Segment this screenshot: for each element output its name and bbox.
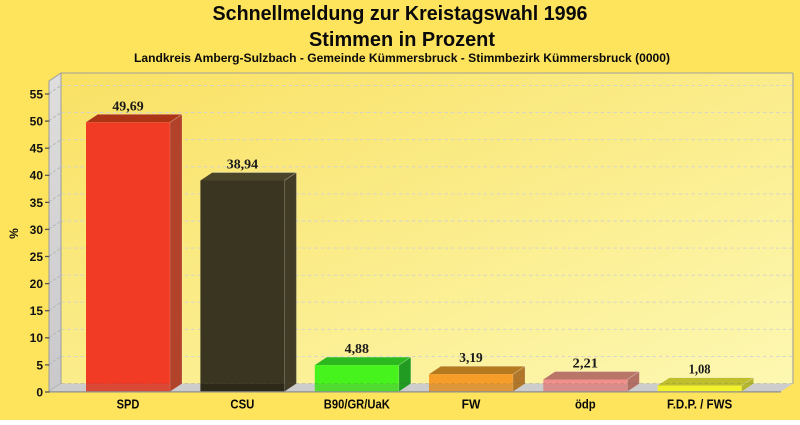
svg-text:38,94: 38,94 (227, 158, 258, 173)
svg-text:3,19: 3,19 (459, 351, 483, 366)
svg-text:SPD: SPD (117, 397, 140, 412)
svg-text:4,88: 4,88 (345, 342, 369, 357)
svg-text:55: 55 (30, 87, 44, 101)
svg-text:25: 25 (30, 250, 44, 264)
svg-text:1,08: 1,08 (689, 363, 711, 378)
svg-text:45: 45 (30, 142, 44, 156)
svg-text:10: 10 (30, 331, 44, 345)
svg-text:15: 15 (30, 304, 44, 318)
svg-text:5: 5 (36, 358, 43, 372)
svg-text:20: 20 (30, 277, 44, 291)
svg-text:%: % (7, 228, 21, 239)
svg-text:CSU: CSU (230, 397, 254, 412)
svg-text:50: 50 (30, 115, 44, 129)
svg-text:30: 30 (30, 223, 44, 237)
svg-text:2,21: 2,21 (573, 357, 599, 372)
svg-text:FW: FW (462, 397, 481, 412)
svg-text:Schnellmeldung zur Kreistagswa: Schnellmeldung zur Kreistagswahl 1996 (213, 3, 588, 25)
svg-text:0: 0 (36, 385, 43, 399)
svg-text:40: 40 (30, 169, 44, 183)
svg-text:B90/GR/UaK: B90/GR/UaK (324, 397, 391, 412)
svg-text:Stimmen in Prozent: Stimmen in Prozent (309, 29, 495, 51)
svg-text:Landkreis Amberg-Sulzbach - Ge: Landkreis Amberg-Sulzbach - Gemeinde Küm… (134, 51, 670, 65)
svg-text:ödp: ödp (575, 397, 596, 412)
svg-text:35: 35 (30, 196, 44, 210)
svg-text:49,69: 49,69 (112, 99, 143, 114)
svg-text:F.D.P. / FWS: F.D.P. / FWS (667, 397, 733, 412)
